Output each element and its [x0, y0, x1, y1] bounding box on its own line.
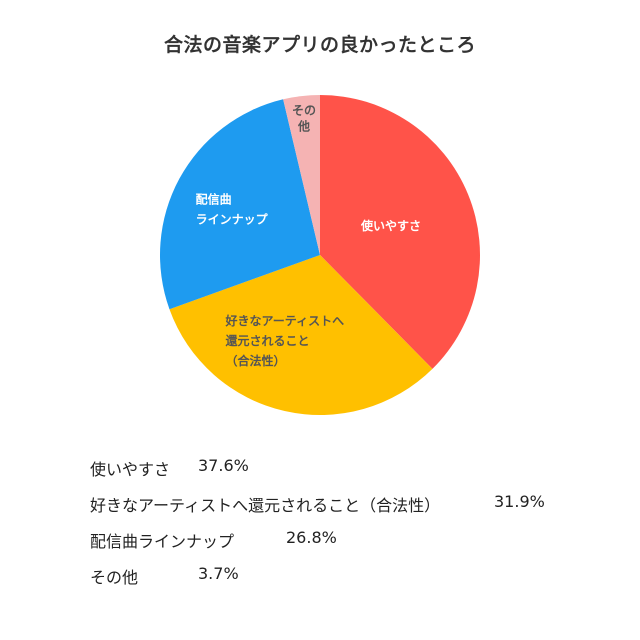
slice-label: 配信曲ラインナップ [196, 191, 269, 226]
chart-title: 合法の音楽アプリの良かったところ [163, 34, 476, 56]
legend-value: 3.7% [198, 564, 239, 583]
slice-label: 好きなアーティストへ還元されること（合法性） [225, 313, 345, 368]
slice-label: 使いやすさ [360, 218, 421, 233]
pie-slice [283, 95, 320, 255]
legend-label: 配信曲ラインナップ [90, 532, 235, 551]
legend-value: 31.9% [494, 492, 545, 511]
legend-label: 好きなアーティストへ還元されること（合法性） [90, 496, 441, 515]
pie-slice [320, 95, 480, 369]
slice-label: その他 [292, 103, 316, 133]
pie-slice [169, 255, 433, 415]
legend-label: その他 [90, 568, 139, 587]
legend-value: 26.8% [286, 528, 337, 547]
legend-value: 37.6% [198, 456, 249, 475]
legend-label: 使いやすさ [90, 460, 171, 479]
pie-slice [160, 99, 320, 310]
